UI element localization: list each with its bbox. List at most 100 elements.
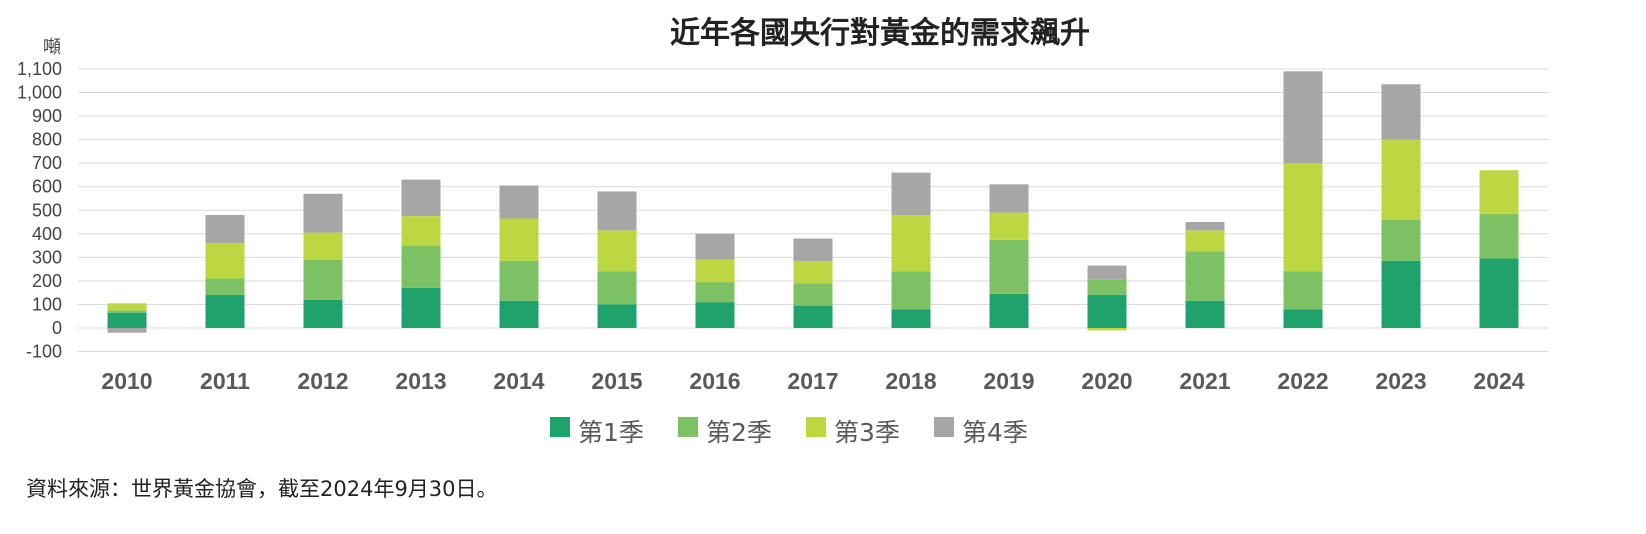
bar-segment bbox=[205, 243, 245, 279]
y-axis-ticks: -100 0 100 200 300 400 500 600 700 800 900 1,000 1,1… bbox=[17, 59, 62, 362]
x-tick-label: 2016 bbox=[689, 368, 740, 394]
bar-segment bbox=[1185, 222, 1225, 231]
bar-segment bbox=[793, 283, 833, 306]
bar-segment bbox=[303, 259, 343, 300]
bar-segment bbox=[989, 212, 1029, 240]
bar-segment bbox=[107, 310, 147, 313]
x-axis-ticks: 2010 2011 2012 2013 2014 2015 2016 2017 2018 2019… bbox=[101, 368, 1524, 394]
bar-segment bbox=[1381, 84, 1421, 140]
bar-segment bbox=[303, 299, 343, 328]
legend: 第1季 第2季 第3季 第4季 bbox=[550, 417, 1028, 447]
legend-swatch bbox=[678, 417, 698, 437]
bar-segment bbox=[793, 260, 833, 284]
bar-segment bbox=[597, 304, 637, 328]
bar-segment bbox=[499, 218, 539, 261]
legend-swatch bbox=[550, 417, 570, 437]
bar-segment bbox=[989, 184, 1029, 213]
bar-segment bbox=[1381, 219, 1421, 261]
legend-label: 第2季 bbox=[706, 418, 772, 447]
bar-segment bbox=[989, 239, 1029, 294]
bar-segment bbox=[1087, 279, 1127, 296]
x-tick-label: 2012 bbox=[297, 368, 348, 394]
bar-segment bbox=[891, 309, 931, 328]
source-note: 資料來源：世界黃金協會，截至2024年9月30日。 bbox=[26, 477, 498, 501]
x-tick-label: 2021 bbox=[1179, 368, 1230, 394]
bar-segment bbox=[891, 172, 931, 215]
chart-title: 近年各國央行對黃金的需求飆升 bbox=[670, 16, 1090, 51]
bar-segment bbox=[1381, 139, 1421, 220]
bar-segment bbox=[499, 260, 539, 301]
y-tick-label: 400 bbox=[32, 224, 62, 244]
bar-segment bbox=[205, 278, 245, 296]
bar-segment bbox=[1283, 71, 1323, 164]
bar-segment bbox=[401, 245, 441, 288]
y-tick-label: 800 bbox=[32, 130, 62, 150]
bar-segment bbox=[1087, 295, 1127, 328]
y-tick-label: 600 bbox=[32, 177, 62, 197]
legend-label: 第3季 bbox=[834, 418, 900, 447]
bar-segment bbox=[1479, 258, 1519, 328]
bar-segment bbox=[695, 259, 735, 283]
y-tick-label: 0 bbox=[52, 318, 62, 338]
bar-segment bbox=[1087, 328, 1127, 331]
bar-segment bbox=[303, 232, 343, 260]
bar-segment bbox=[891, 214, 931, 272]
legend-label: 第1季 bbox=[578, 418, 644, 447]
bar-segment bbox=[793, 238, 833, 261]
x-tick-label: 2011 bbox=[200, 368, 250, 394]
y-tick-label: 1,000 bbox=[17, 83, 62, 103]
bar-segment bbox=[695, 233, 735, 260]
legend-swatch bbox=[934, 417, 954, 437]
y-tick-label: 500 bbox=[32, 200, 62, 220]
bar-segment bbox=[401, 287, 441, 328]
x-tick-label: 2024 bbox=[1473, 368, 1524, 394]
bar-segment bbox=[107, 328, 147, 333]
y-tick-label: 1,100 bbox=[17, 59, 62, 79]
y-tick-label: 300 bbox=[32, 247, 62, 267]
legend-swatch bbox=[806, 417, 826, 437]
y-axis-unit-label: 噸 bbox=[43, 37, 61, 58]
y-tick-label: 700 bbox=[32, 153, 62, 173]
x-tick-label: 2022 bbox=[1277, 368, 1328, 394]
y-tick-label: 900 bbox=[32, 106, 62, 126]
x-tick-label: 2017 bbox=[787, 368, 838, 394]
x-tick-label: 2015 bbox=[591, 368, 642, 394]
bar-segment bbox=[303, 193, 343, 233]
bar-segment bbox=[401, 179, 441, 217]
bars bbox=[107, 71, 1519, 333]
bar-segment bbox=[107, 312, 147, 328]
bar-segment bbox=[205, 214, 245, 244]
x-tick-label: 2019 bbox=[983, 368, 1034, 394]
bar-segment bbox=[1087, 265, 1127, 280]
bar-segment bbox=[1283, 309, 1323, 328]
x-tick-label: 2018 bbox=[885, 368, 936, 394]
bar-segment bbox=[597, 271, 637, 305]
bar-segment bbox=[1479, 170, 1519, 214]
bar-segment bbox=[1381, 260, 1421, 328]
bar-segment bbox=[107, 303, 147, 311]
x-tick-label: 2010 bbox=[101, 368, 152, 394]
bar-segment bbox=[891, 271, 931, 310]
bar-segment bbox=[695, 302, 735, 328]
y-tick-label: -100 bbox=[26, 342, 62, 362]
bar-segment bbox=[499, 185, 539, 219]
bar-segment bbox=[1283, 271, 1323, 310]
x-tick-label: 2023 bbox=[1375, 368, 1426, 394]
bar-segment bbox=[597, 230, 637, 272]
bar-segment bbox=[989, 293, 1029, 328]
x-tick-label: 2014 bbox=[493, 368, 544, 394]
legend-label: 第4季 bbox=[962, 418, 1028, 447]
y-tick-label: 100 bbox=[32, 294, 62, 314]
x-tick-label: 2013 bbox=[395, 368, 446, 394]
bar-segment bbox=[499, 300, 539, 328]
bar-segment bbox=[1479, 213, 1519, 259]
bar-segment bbox=[597, 191, 637, 231]
bar-segment bbox=[793, 305, 833, 328]
bar-segment bbox=[1185, 300, 1225, 328]
bar-segment bbox=[1185, 251, 1225, 301]
bar-segment bbox=[1185, 230, 1225, 252]
y-tick-label: 200 bbox=[32, 271, 62, 291]
bar-segment bbox=[401, 216, 441, 246]
bar-segment bbox=[205, 295, 245, 328]
